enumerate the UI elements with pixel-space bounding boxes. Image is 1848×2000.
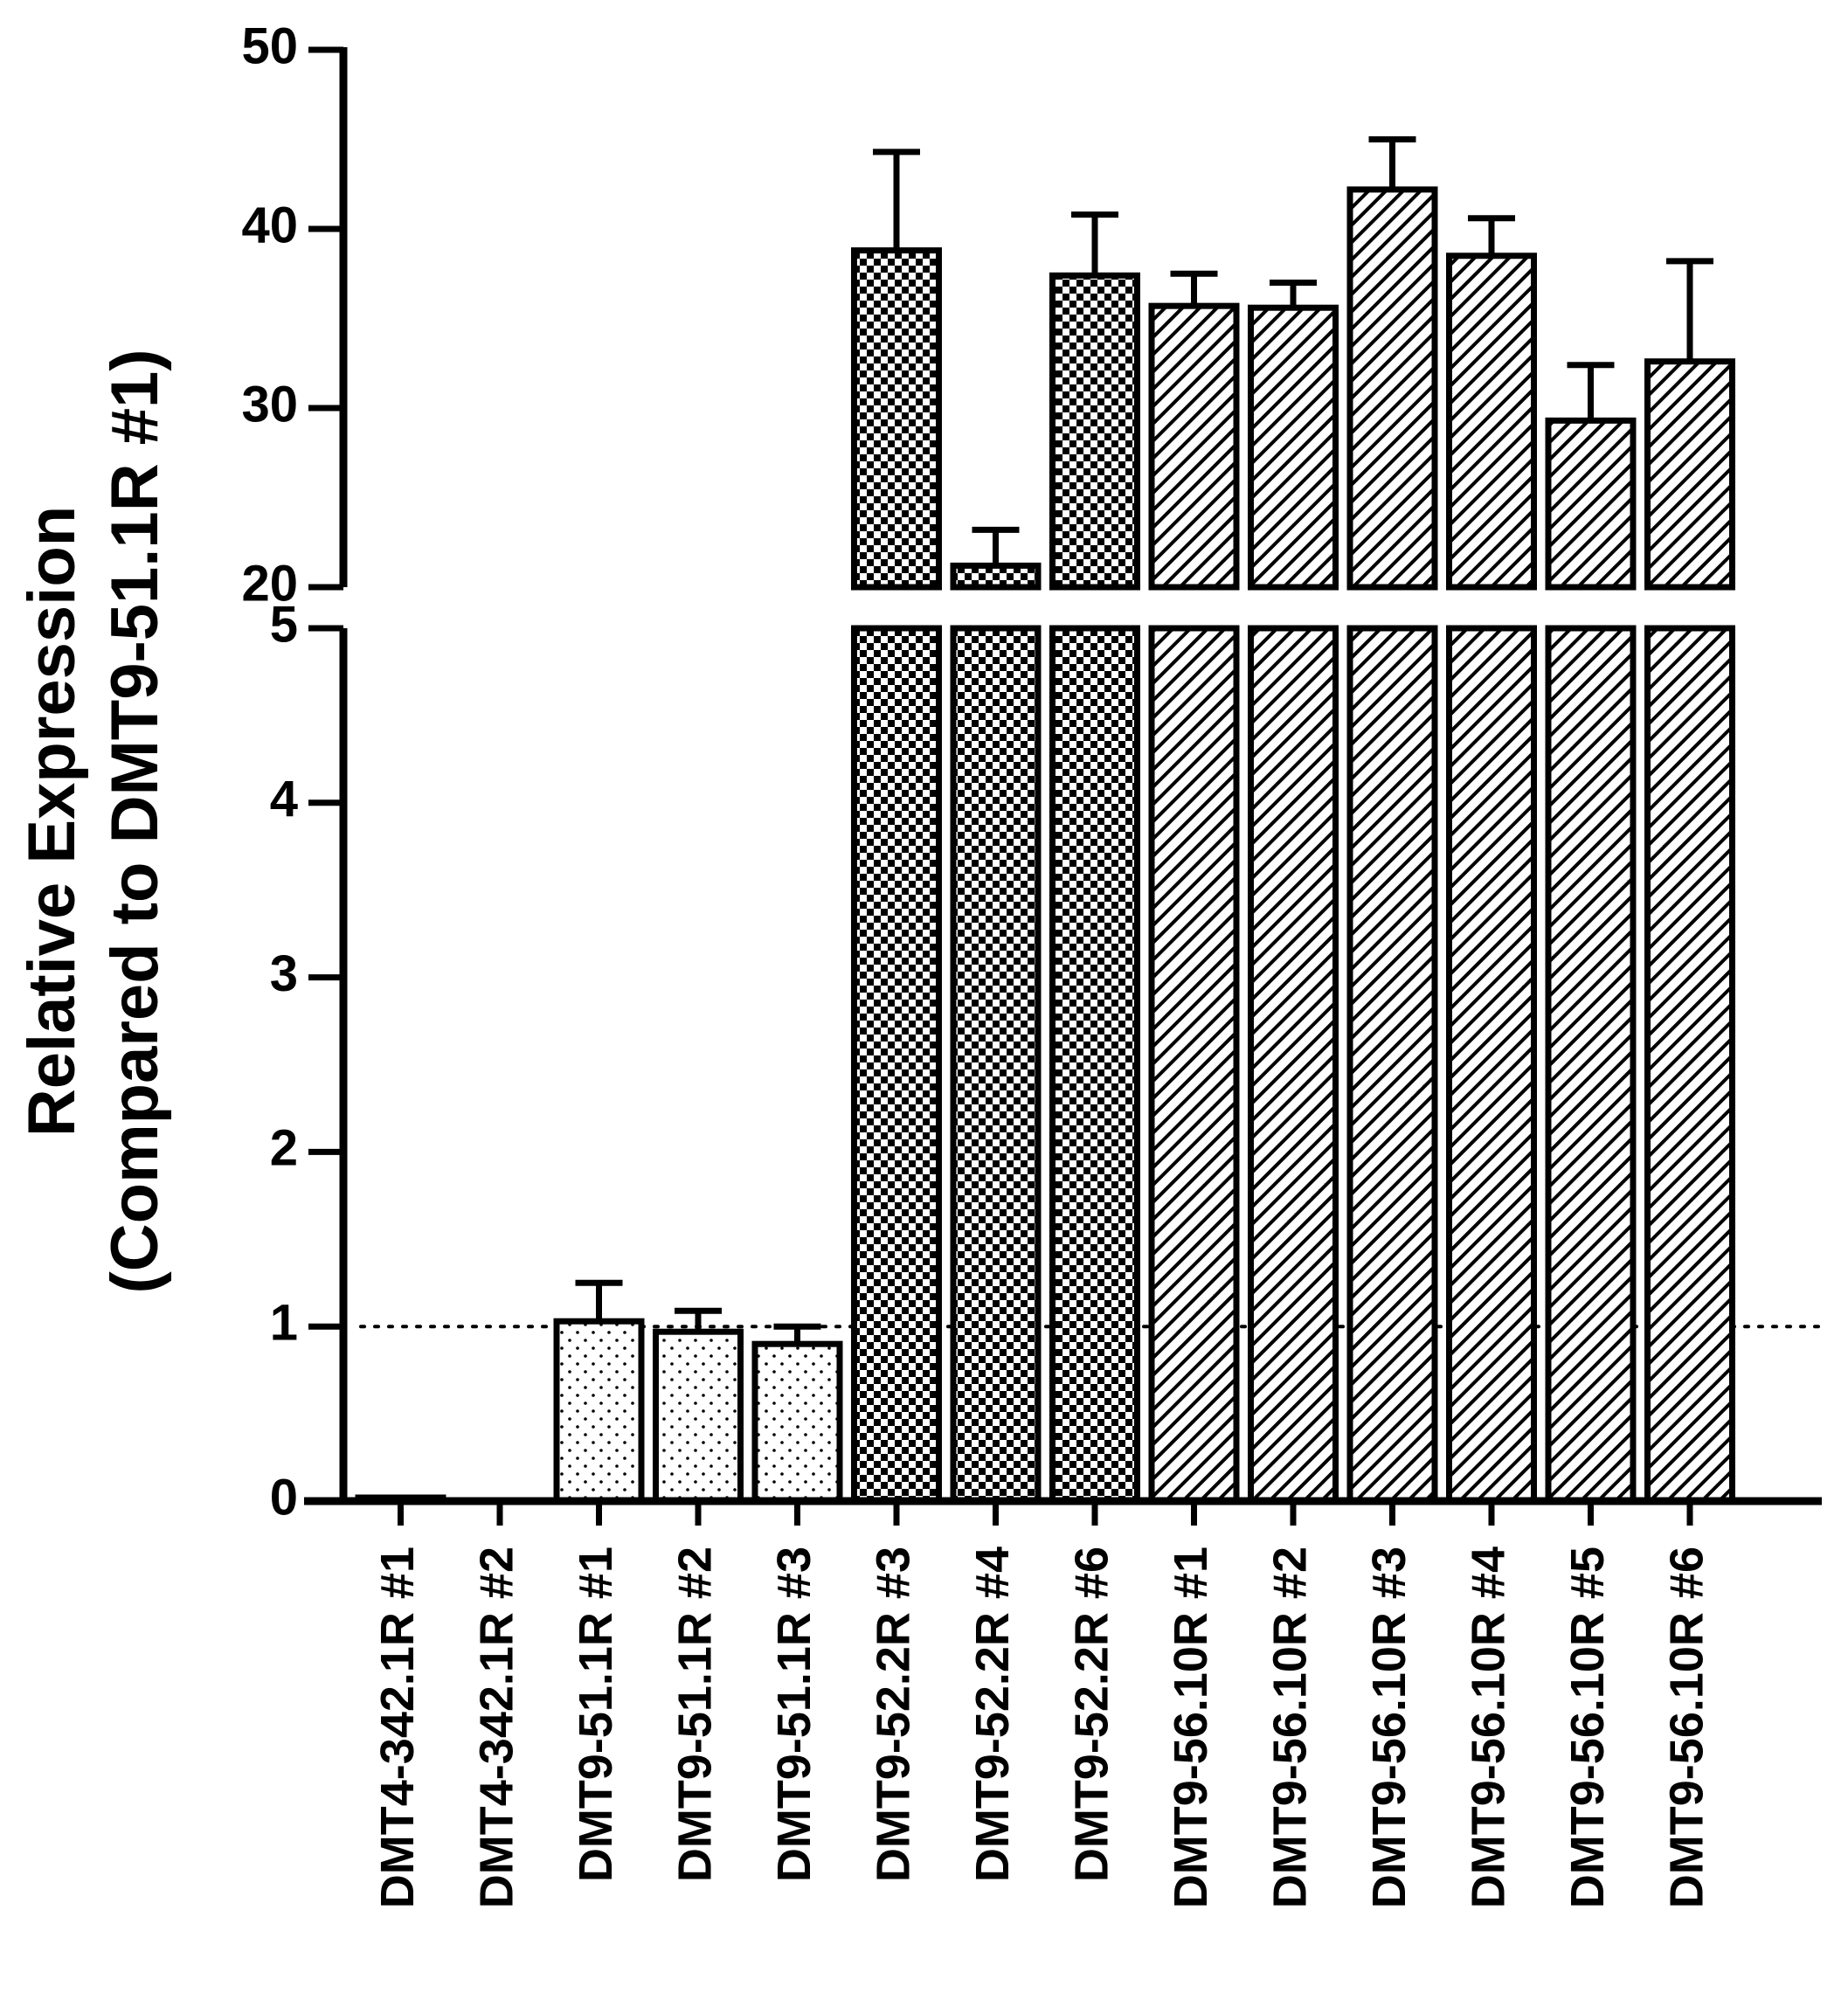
- bar-lower-segment: [1446, 625, 1537, 1505]
- y-axis-label-line2: (Compared to DMT9-51.1R #1): [98, 349, 172, 1293]
- bar-lower-segment: [1346, 625, 1438, 1505]
- x-tick-label: DMT9-52.2R #6: [1065, 1547, 1118, 1882]
- y-axis-label: Relative Expression (Compared to DMT9-51…: [15, 349, 172, 1293]
- bar-upper-segment: [1049, 272, 1140, 591]
- x-tick-label: DMT9-56.10R #6: [1660, 1547, 1713, 1908]
- category-labels-layer: DMT4-342.1R #1 DMT4-342.1R #2 DMT9-51.1R #…: [371, 1547, 1713, 1908]
- y-tick-label: 20: [241, 555, 298, 612]
- y-tick-label: 4: [270, 771, 298, 827]
- bar-upper-segment: [851, 247, 942, 591]
- x-tick-label: DMT9-51.1R #1: [570, 1547, 622, 1882]
- x-tick-label: DMT4-342.1R #2: [470, 1547, 523, 1908]
- y-tick-label: 5: [270, 596, 298, 653]
- bar-lower-segment: [950, 625, 1042, 1505]
- y-tick-label: 40: [241, 197, 298, 253]
- y-tick-label: 2: [270, 1120, 298, 1177]
- axes-layer: 0 1 2 3 4 520 30 40 50: [241, 17, 1822, 1526]
- y-tick-label: 0: [270, 1469, 298, 1526]
- bar-upper-segment: [1148, 302, 1240, 591]
- bar-upper-segment: [1446, 253, 1537, 591]
- y-tick-label: 30: [241, 376, 298, 433]
- x-tick-label: DMT9-51.1R #2: [668, 1547, 721, 1882]
- y-tick-label: 50: [241, 17, 298, 74]
- bar-upper-segment: [1248, 304, 1339, 591]
- x-tick-label: DMT9-56.10R #2: [1263, 1547, 1316, 1908]
- bar-lower-segment: [1148, 625, 1240, 1505]
- bar-lower-segment: [1049, 625, 1140, 1505]
- bar-upper-segment: [1346, 186, 1438, 591]
- bar: [653, 1328, 744, 1505]
- y-tick-label: 1: [270, 1295, 298, 1352]
- bar-lower-segment: [851, 625, 942, 1505]
- x-tick-label: DMT9-52.2R #3: [867, 1547, 919, 1882]
- bar-lower-segment: [1248, 625, 1339, 1505]
- y-axis-label-line1: Relative Expression: [15, 506, 89, 1137]
- bar: [553, 1318, 645, 1505]
- bar-upper-segment: [1545, 417, 1637, 591]
- bar-upper-segment: [950, 562, 1042, 591]
- x-tick-label: DMT9-56.10R #5: [1561, 1547, 1614, 1908]
- x-tick-label: DMT9-56.10R #3: [1363, 1547, 1415, 1908]
- bar: [751, 1340, 843, 1505]
- x-tick-label: DMT4-342.1R #1: [371, 1547, 424, 1908]
- bar-lower-segment: [1545, 625, 1637, 1505]
- x-tick-label: DMT9-51.1R #3: [768, 1547, 820, 1882]
- y-tick-label: 3: [270, 945, 298, 1002]
- x-tick-label: DMT9-56.10R #1: [1165, 1547, 1217, 1908]
- x-tick-label: DMT9-52.2R #4: [966, 1547, 1019, 1882]
- error-bars-layer: [575, 136, 1713, 1345]
- x-tick-label: DMT9-56.10R #4: [1462, 1547, 1514, 1908]
- bar-lower-segment: [1644, 625, 1735, 1505]
- bar-upper-segment: [1644, 358, 1735, 591]
- bars-layer: [355, 186, 1735, 1505]
